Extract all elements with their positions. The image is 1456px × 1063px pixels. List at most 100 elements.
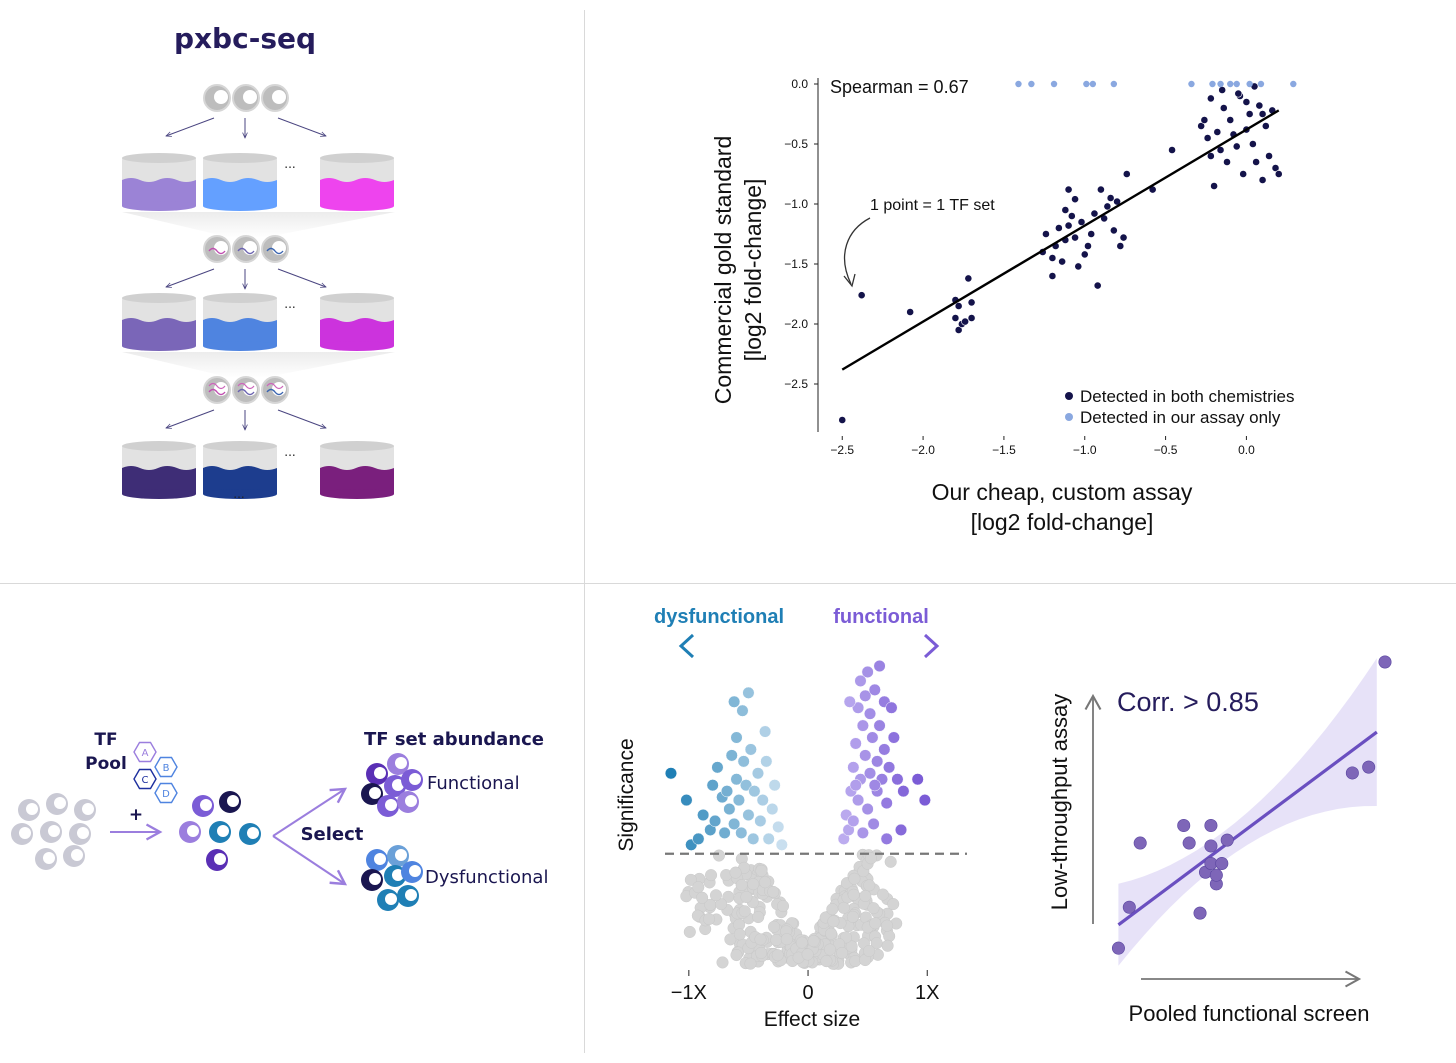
x-tick-label: −0.5 — [1154, 443, 1178, 457]
x-tick-label: −1.0 — [1073, 443, 1097, 457]
nonsignificant-point — [887, 898, 900, 911]
culture-dish — [203, 441, 277, 499]
functional-point — [854, 674, 867, 687]
point-our-assay-only — [1083, 80, 1090, 88]
dysfunctional-point — [742, 686, 755, 699]
point-both-chemistries — [1206, 94, 1215, 103]
legend-label-both: Detected in both chemistries — [1080, 387, 1295, 406]
functional-point — [849, 737, 862, 750]
volcano-y-label: Significance — [615, 738, 638, 851]
pool-cell-icon — [35, 848, 57, 870]
confidence-band — [1118, 658, 1377, 966]
point-both-chemistries — [964, 274, 973, 283]
dish-ellipsis: ... — [233, 487, 244, 501]
pool-cell-icon — [74, 799, 96, 821]
cell-icon — [232, 235, 260, 263]
nonsignificant-point — [867, 902, 880, 915]
dysfunctional-point — [772, 820, 785, 833]
nonsignificant-point — [747, 878, 760, 891]
dysfunctional-point — [730, 731, 743, 744]
point-both-chemistries — [1074, 262, 1083, 271]
select-arrow-down — [272, 835, 348, 886]
mixed-cell-icon — [239, 823, 261, 845]
functional-point — [868, 779, 881, 792]
point-our-assay-only — [1233, 80, 1240, 88]
y-tick-label: −1.5 — [784, 257, 808, 271]
point-both-chemistries — [1219, 104, 1228, 112]
dysfunctional-point — [720, 785, 734, 798]
functional-point — [867, 817, 880, 830]
horizontal-divider — [0, 583, 1456, 584]
y-tick-label: −2.5 — [784, 377, 808, 391]
point-both-chemistries — [1116, 242, 1125, 250]
point-both-chemistries — [1258, 110, 1267, 118]
pool-cell-icon — [63, 845, 85, 867]
culture-dish — [320, 293, 394, 351]
point-both-chemistries — [1080, 250, 1089, 259]
split-arrow-left — [166, 117, 215, 136]
dysfunctional-cell-icon — [366, 849, 388, 871]
point-both-chemistries — [1048, 254, 1057, 262]
point-both-chemistries — [1271, 164, 1280, 172]
dysfunctional-cell-icon — [377, 889, 399, 911]
plus-sign: + — [129, 805, 143, 825]
functional-point — [880, 832, 893, 845]
point-both-chemistries — [1061, 206, 1070, 214]
volcano-x-tick-label: −1X — [671, 982, 707, 1004]
nonsignificant-point — [884, 855, 897, 868]
point-both-chemistries — [1071, 233, 1079, 242]
dysfunctional-point — [728, 695, 741, 708]
x-axis-label-line2: [log2 fold-change] — [971, 509, 1154, 535]
point-both-chemistries — [1119, 233, 1128, 242]
nonsignificant-point — [876, 888, 889, 901]
dish-ellipsis: ... — [284, 297, 295, 311]
nonsignificant-point — [795, 936, 808, 949]
dysfunctional-point — [692, 832, 705, 845]
nonsignificant-point — [807, 935, 820, 948]
nonsignificant-point — [863, 879, 876, 892]
point-both-chemistries — [857, 291, 866, 300]
tf-hexagon-label: D — [162, 789, 170, 800]
point-both-chemistries — [1064, 185, 1073, 194]
correlation-point — [1204, 839, 1218, 853]
functional-point — [894, 823, 908, 836]
point-both-chemistries — [1239, 170, 1248, 178]
mixed-cell-icon — [192, 795, 214, 817]
point-both-chemistries — [1071, 195, 1079, 204]
legend-marker-both — [1065, 392, 1073, 400]
functional-point — [849, 779, 862, 792]
dysfunctional-point — [760, 755, 773, 768]
dysfunctional-point — [747, 832, 760, 845]
nonsignificant-point — [696, 891, 709, 904]
dysfunctional-point — [748, 785, 761, 798]
nonsignificant-point — [845, 940, 858, 953]
point-both-chemistries — [1213, 128, 1222, 136]
pool-cell-icon — [46, 793, 68, 815]
dysfunctional-point — [718, 826, 731, 839]
culture-dish — [320, 153, 394, 211]
tf-pool-schematic: A B C D TF Pool + Select TF set abundance F… — [11, 729, 548, 911]
point-both-chemistries — [1197, 122, 1206, 130]
culture-dish — [203, 153, 277, 211]
point-both-chemistries — [1168, 146, 1176, 154]
dysfunctional-cell-icon — [401, 861, 423, 883]
functional-point — [863, 707, 877, 720]
nonsignificant-point — [755, 864, 768, 877]
point-both-chemistries — [1226, 116, 1235, 124]
mixed-cell-icon — [179, 821, 201, 843]
cell-icon — [261, 84, 289, 112]
nonsignificant-point — [820, 955, 833, 968]
dysfunctional-direction-label: dysfunctional — [654, 606, 784, 628]
functional-point — [847, 814, 860, 828]
cell-icon — [261, 376, 289, 404]
functional-point — [863, 767, 877, 780]
mixed-cell-icon — [209, 821, 231, 843]
nonsignificant-point — [735, 879, 748, 892]
dysfunctional-point — [728, 817, 741, 830]
tf-hexagon-label: C — [142, 775, 149, 786]
corr-y-label: Low-throughput assay — [1047, 694, 1072, 910]
functional-point — [856, 719, 869, 732]
vertical-divider — [584, 10, 585, 1053]
nonsignificant-point — [684, 873, 697, 886]
nonsignificant-point — [716, 956, 729, 969]
